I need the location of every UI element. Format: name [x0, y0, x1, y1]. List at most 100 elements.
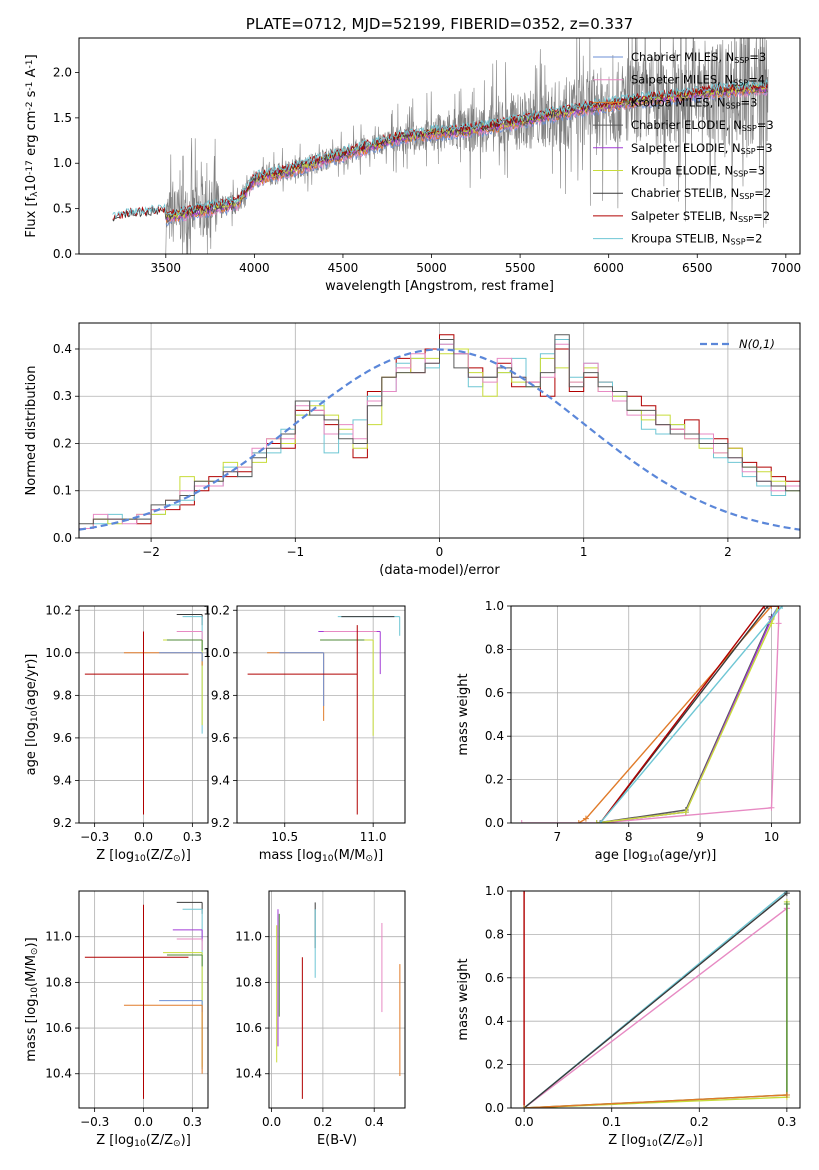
y-tick-label: 9.6: [53, 731, 72, 745]
label-part: =3: [741, 95, 758, 109]
label-part: 10: [134, 854, 146, 864]
y-tick-label: 0.4: [485, 1014, 504, 1028]
label-part: ⊙: [173, 1139, 181, 1149]
data-point-marker: [768, 804, 775, 811]
y-tick-label: 0.6: [485, 971, 504, 985]
label-part: Chabrier MILES, N: [631, 50, 734, 64]
x-tick-label: 0.3: [183, 1115, 202, 1129]
x-tick-label: 2: [724, 545, 732, 559]
x-tick-label: 9: [696, 830, 704, 844]
y-tick-label: 10.6: [235, 1021, 262, 1035]
label-part: )]: [693, 1133, 703, 1148]
y-tick-label: 1.0: [485, 599, 504, 613]
age-vs-Z-plot-area: [84, 614, 203, 815]
y-axis-label: Flux [fλ10-17 erg cm-2 s-1 A-1]: [24, 54, 40, 237]
y-tick-label: 0.5: [53, 202, 72, 216]
label-part: (Z/Z: [146, 848, 173, 863]
data-point-marker: [779, 606, 786, 609]
histogram-step-line: [79, 334, 800, 529]
cumulative-weight-line: [524, 1094, 787, 1108]
label-part: (age/yr)]: [24, 654, 39, 711]
age-vs-Z-axes-frame: [78, 605, 209, 824]
y-tick-label: 0.3: [53, 389, 72, 403]
y-tick-label: 10.4: [45, 1067, 72, 1081]
x-tick-label: 11.0: [360, 830, 387, 844]
label-part: erg cm: [24, 111, 39, 160]
data-point-marker: [768, 620, 775, 627]
label-part: )]: [181, 1133, 191, 1148]
cumulative-weight-line: [596, 606, 780, 823]
model-spectrum-line: [112, 78, 768, 219]
x-axis-label: wavelength [Angstrom, rest frame]: [325, 279, 554, 294]
label-part: =3: [749, 50, 766, 64]
x-tick-label: −1: [286, 545, 304, 559]
label-part: SSP: [738, 215, 753, 224]
cumulative-weight-line: [599, 606, 779, 823]
x-tick-label: 3500: [151, 261, 182, 275]
histogram-step-line: [79, 334, 800, 529]
label-part: -1: [25, 59, 35, 68]
cumulative-weight-line: [596, 606, 780, 823]
legend-entry: Kroupa ELODIE, NSSP=3: [631, 164, 765, 179]
cumweight-age-axes-frame: [510, 605, 801, 824]
residuals-axes-frame: [78, 322, 801, 539]
x-tick-label: 0.0: [262, 1115, 281, 1129]
y-tick-label: 1.5: [53, 111, 72, 125]
chart-title: PLATE=0712, MJD=52199, FIBERID=0352, z=0…: [246, 15, 633, 33]
label-part: SSP: [739, 192, 754, 201]
x-axis-label: age [log10(age/yr)]: [595, 848, 717, 864]
label-part: ⊙: [685, 1139, 693, 1149]
label-part: (Z/Z: [658, 1133, 685, 1148]
label-part: )]: [181, 848, 191, 863]
label-part: SSP: [733, 78, 748, 87]
y-tick-label: 1.0: [53, 156, 72, 170]
label-part: Kroupa MILES, N: [631, 95, 726, 109]
cumweight-Z-axes-frame: [510, 890, 801, 1109]
label-part: wavelength [Angstrom, rest frame]: [325, 279, 554, 294]
x-tick-label: 0.2: [313, 1115, 332, 1129]
y-tick-label: 0.0: [485, 1101, 504, 1115]
label-part: s: [24, 90, 39, 101]
label-part: mass [log: [24, 999, 39, 1062]
x-tick-label: 6500: [682, 261, 713, 275]
label-part: -1: [25, 82, 35, 91]
data-point-marker: [582, 815, 589, 822]
x-tick-label: 8: [625, 830, 633, 844]
legend-entry: Salpeter STELIB, NSSP=2: [631, 209, 770, 224]
label-part: SSP: [733, 169, 748, 178]
label-part: Chabrier ELODIE, N: [631, 118, 742, 132]
label-part: 10: [646, 1139, 658, 1149]
data-point-marker: [521, 891, 528, 894]
cumweight-Z-panel: 0.0 0.1 0.2 0.3 0.0 0.2 0.4 0.6 0.8 1.0 Z [log10(Z…: [456, 884, 801, 1149]
label-part: 10: [30, 987, 40, 999]
x-tick-label: 10: [764, 830, 779, 844]
mass-vs-Z-panel: −0.3 0.0 0.310.410.610.811.0Z [log10(Z/Z⊙)…: [24, 890, 209, 1149]
x-tick-label: 7: [554, 830, 562, 844]
x-tick-label: 7000: [771, 261, 802, 275]
x-tick-label: 10.5: [271, 830, 298, 844]
label-part: SSP: [734, 56, 749, 65]
age-vs-mass-plot-area: [247, 616, 401, 815]
label-part: Normed distribution: [24, 366, 39, 496]
label-part: A: [24, 68, 39, 81]
label-part: (Z/Z: [146, 1133, 173, 1148]
y-tick-label: 0.4: [53, 342, 72, 356]
legend-entry: Kroupa MILES, NSSP=3: [631, 95, 757, 110]
label-part: age [log: [24, 722, 39, 775]
y-tick-label: 11.0: [45, 930, 72, 944]
y-tick-label: 9.2: [53, 816, 72, 830]
label-part: SSP: [731, 237, 746, 246]
y-tick-label: 0.0: [485, 816, 504, 830]
age-vs-mass-axes-frame: [236, 605, 406, 824]
y-tick-label: 10.6: [45, 1021, 72, 1035]
x-tick-label: 1: [580, 545, 588, 559]
age-vs-Z-panel: −0.3 0.0 0.39.29.49.69.810.010.2Z [log10(Z…: [24, 603, 209, 864]
y-tick-label: 0.8: [485, 927, 504, 941]
y-tick-label: 0.2: [485, 773, 504, 787]
y-tick-label: 0.0: [53, 531, 72, 545]
residuals-plot-area: [79, 334, 800, 531]
mass-vs-EBV-panel: 0.0 0.2 0.4 10.4 10.6 10.8 11.0 E(B-V): [235, 890, 406, 1148]
label-part: =3: [748, 164, 765, 178]
